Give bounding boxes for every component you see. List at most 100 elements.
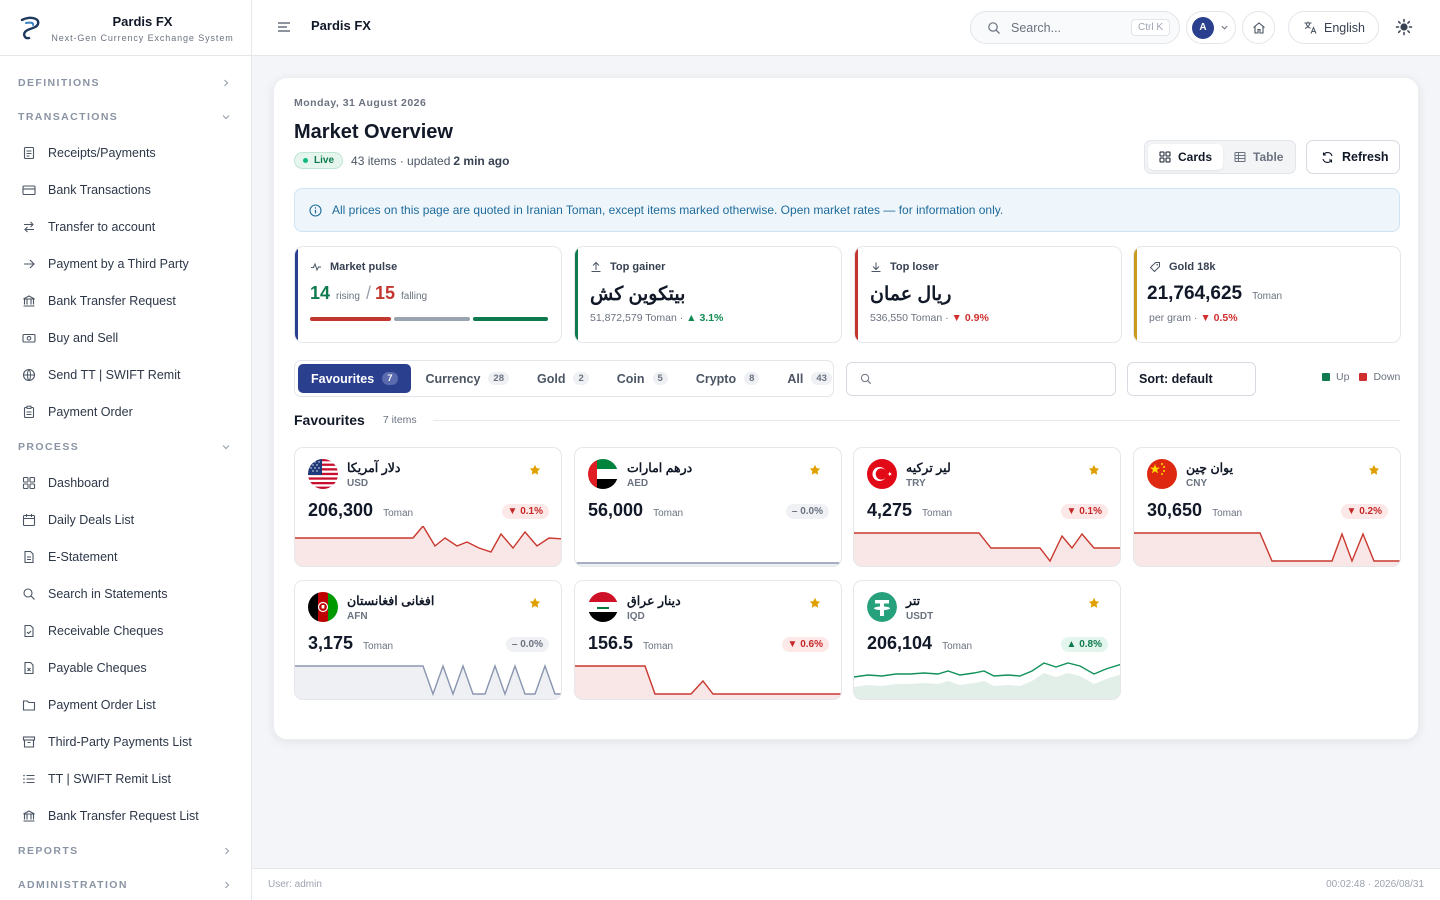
section-transactions[interactable]: TRANSACTIONS	[0, 100, 251, 134]
brand-subtitle: Next-Gen Currency Exchange System	[51, 33, 234, 43]
change-badge: ▲ 0.8%	[1060, 637, 1108, 652]
sidebar-item-bank-transfer-request-list[interactable]: Bank Transfer Request List	[0, 797, 251, 834]
stat-gold-18k: Gold 18k 21,764,625 Toman per gram · ▼ 0…	[1133, 246, 1401, 343]
sidebar-item-payment-order-list[interactable]: Payment Order List	[0, 686, 251, 723]
refresh-button[interactable]: Refresh	[1306, 140, 1400, 174]
sidebar-item-daily-deals[interactable]: Daily Deals List	[0, 501, 251, 538]
updated-time: 2 min ago	[453, 153, 510, 168]
chevron-down-icon	[222, 115, 230, 120]
view-cards-label: Cards	[1178, 150, 1213, 164]
rate-card-aed[interactable]: درهم امارات AED 56,000 Toman – 0.0%	[574, 447, 842, 567]
tab-gold[interactable]: Gold 2	[524, 364, 602, 393]
sidebar-item-tt-swift-list[interactable]: TT | SWIFT Remit List	[0, 760, 251, 797]
section-definitions[interactable]: DEFINITIONS	[0, 66, 251, 100]
stat-label: Top gainer	[610, 261, 666, 273]
section-label: ADMINISTRATION	[18, 879, 128, 891]
sidebar-item-search-statements[interactable]: Search in Statements	[0, 575, 251, 612]
legend-down-label: Down	[1373, 371, 1401, 383]
rate-card-try[interactable]: لیر ترکیه TRY 4,275 Toman ▼ 0.1%	[853, 447, 1121, 567]
flag-iraq-icon	[588, 592, 618, 622]
sparkline	[854, 532, 1120, 566]
tab-count: 2	[573, 372, 589, 385]
price: 206,104 Toman	[867, 633, 972, 654]
star-icon[interactable]	[1088, 464, 1100, 476]
rate-card-cny[interactable]: یوان چین CNY 30,650 Toman ▼ 0.2%	[1133, 447, 1401, 567]
user-menu-button[interactable]: A	[1186, 11, 1236, 44]
sidebar-item-bank-transactions[interactable]: Bank Transactions	[0, 171, 251, 208]
loser-name: ریال عمان	[870, 284, 952, 305]
favourites-count: 7 items	[382, 414, 417, 426]
star-icon[interactable]	[1088, 597, 1100, 609]
rate-card-usdt[interactable]: تتر USDT 206,104 Toman ▲ 0.8%	[853, 580, 1121, 700]
globe-icon	[22, 368, 36, 381]
sidebar-item-label: Buy and Sell	[48, 330, 119, 345]
price-value: 206,300	[308, 500, 374, 520]
sparkline	[1134, 531, 1400, 566]
sidebar-item-bank-transfer-request[interactable]: Bank Transfer Request	[0, 282, 251, 319]
view-table-button[interactable]: Table	[1223, 144, 1294, 170]
folder-icon	[22, 699, 36, 711]
tab-crypto[interactable]: Crypto 8	[683, 364, 773, 393]
star-icon[interactable]	[809, 597, 821, 609]
price: 4,275 Toman	[867, 500, 952, 521]
document-icon	[24, 550, 34, 563]
price: 30,650 Toman	[1147, 500, 1242, 521]
sidebar: Pardis FX Next-Gen Currency Exchange Sys…	[0, 0, 252, 900]
page-date: Monday, 31 August 2026	[294, 97, 427, 109]
price-unit: Toman	[653, 508, 684, 519]
download-icon	[871, 262, 881, 272]
sidebar-item-send-tt-swift[interactable]: Send TT | SWIFT Remit	[0, 356, 251, 393]
sidebar-item-third-party-payments-list[interactable]: Third-Party Payments List	[0, 723, 251, 760]
rate-card-usd[interactable]: دلار آمریکا USD 206,300 Toman ▼ 0.1%	[294, 447, 562, 567]
live-badge: Live	[294, 152, 344, 169]
sidebar-item-label: Payable Cheques	[48, 660, 147, 675]
sidebar-item-receivable-cheques[interactable]: Receivable Cheques	[0, 612, 251, 649]
sidebar-item-payment-order[interactable]: Payment Order	[0, 393, 251, 430]
stat-label: Gold 18k	[1169, 261, 1216, 273]
sidebar-item-dashboard[interactable]: Dashboard	[0, 464, 251, 501]
language-button[interactable]: English	[1288, 11, 1379, 44]
avatar: A	[1192, 16, 1214, 39]
flag-china-icon	[1147, 459, 1177, 489]
sidebar-item-receipts-payments[interactable]: Receipts/Payments	[0, 134, 251, 171]
sidebar-item-payment-third-party[interactable]: Payment by a Third Party	[0, 245, 251, 282]
sidebar-item-transfer-to-account[interactable]: Transfer to account	[0, 208, 251, 245]
sort-select[interactable]: Sort: default	[1127, 362, 1256, 396]
theme-toggle-sun-icon[interactable]	[1395, 18, 1413, 36]
language-label: English	[1324, 20, 1365, 35]
legend-up-swatch	[1322, 373, 1330, 381]
star-icon[interactable]	[529, 597, 541, 609]
tab-all[interactable]: All 43	[774, 364, 845, 393]
home-button[interactable]	[1242, 11, 1275, 44]
sidebar-item-buy-and-sell[interactable]: Buy and Sell	[0, 319, 251, 356]
sidebar-item-label: Payment Order List	[48, 697, 156, 712]
section-reports[interactable]: REPORTS	[0, 834, 251, 868]
section-label: REPORTS	[18, 845, 79, 857]
tab-favourites[interactable]: Favourites 7	[298, 364, 411, 393]
section-administration[interactable]: ADMINISTRATION	[0, 868, 251, 900]
rate-card-afn[interactable]: افغانی افغانستان AFN 3,175 Toman – 0.0%	[294, 580, 562, 700]
market-overview-panel: Monday, 31 August 2026 Market Overview L…	[273, 77, 1419, 740]
filter-input[interactable]	[846, 362, 1116, 396]
sidebar-item-payable-cheques[interactable]: Payable Cheques	[0, 649, 251, 686]
section-label: TRANSACTIONS	[18, 111, 119, 123]
sidebar-item-label: Bank Transfer Request List	[48, 808, 199, 823]
currency-code: USDT	[906, 611, 934, 622]
stat-accent	[295, 247, 298, 342]
section-process[interactable]: PROCESS	[0, 430, 251, 464]
star-icon[interactable]	[1368, 464, 1380, 476]
sidebar-item-e-statement[interactable]: E-Statement	[0, 538, 251, 575]
star-icon[interactable]	[529, 464, 541, 476]
search-input[interactable]: Search... Ctrl K	[970, 11, 1180, 44]
tab-coin[interactable]: Coin 5	[604, 364, 681, 393]
tab-currency[interactable]: Currency 28	[413, 364, 522, 393]
tab-label: Coin	[616, 371, 645, 386]
gold-per-gram: per gram ·	[1149, 312, 1198, 324]
gold-value: 21,764,625	[1147, 283, 1243, 304]
rate-card-iqd[interactable]: دینار عراق IQD 156.5 Toman ▼ 0.6%	[574, 580, 842, 700]
view-cards-button[interactable]: Cards	[1148, 144, 1224, 170]
change-badge: – 0.0%	[785, 504, 829, 519]
star-icon[interactable]	[809, 464, 821, 476]
dashboard-icon	[22, 476, 36, 489]
hamburger-menu-icon[interactable]	[276, 19, 292, 35]
